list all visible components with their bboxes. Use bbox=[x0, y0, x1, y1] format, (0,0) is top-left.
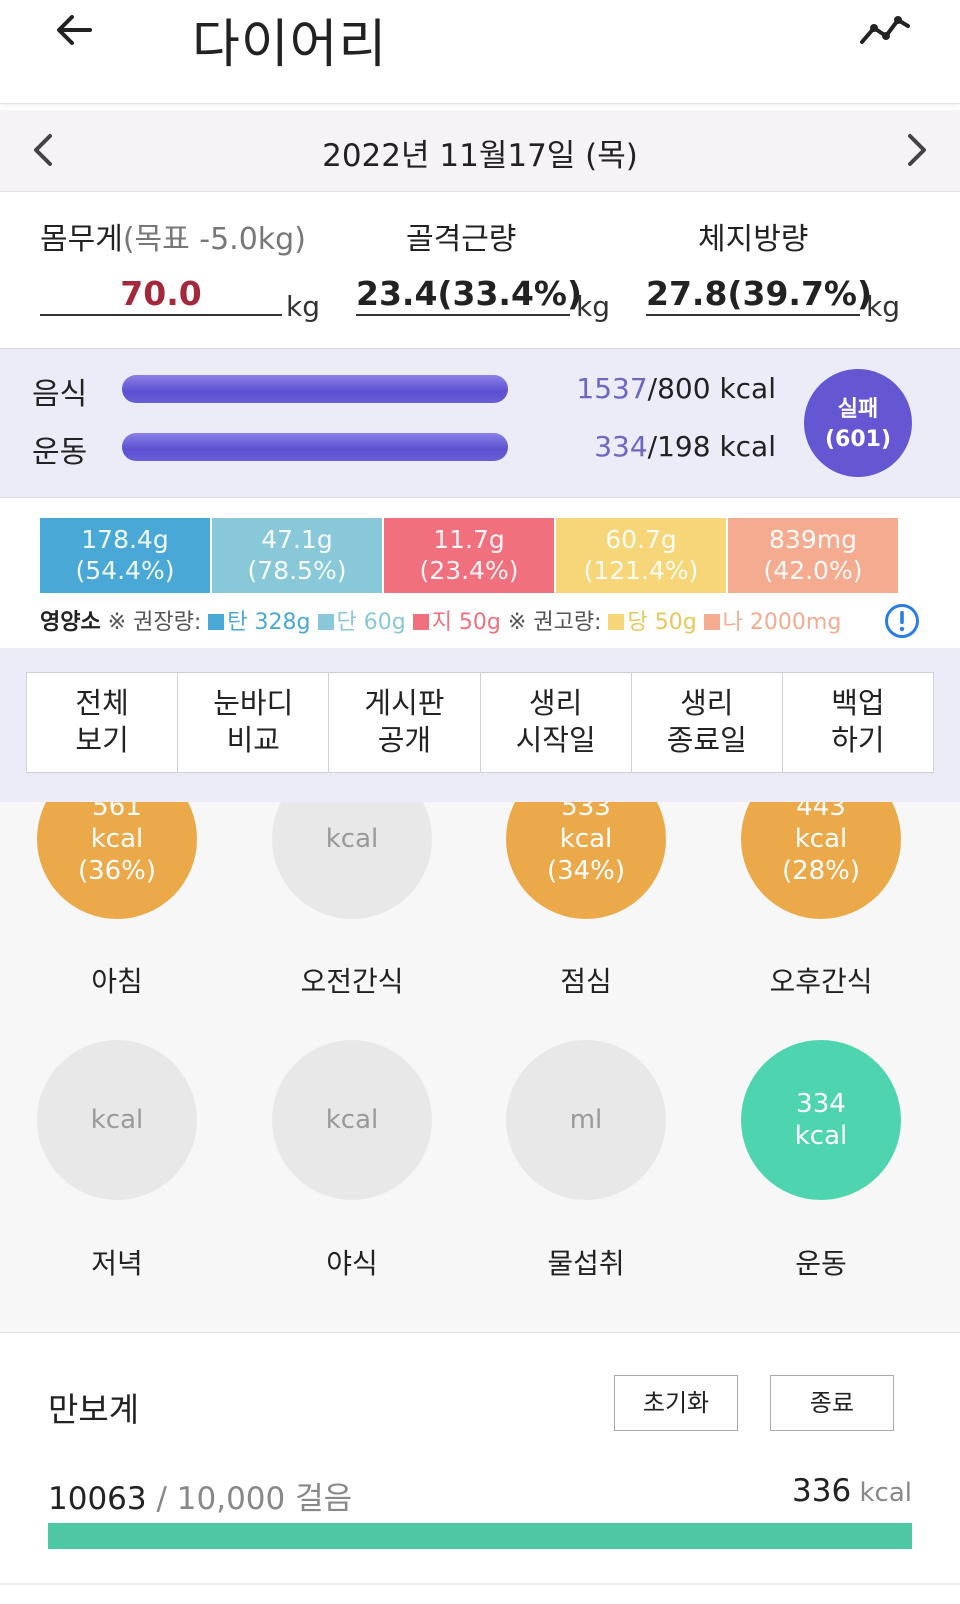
meal-circle[interactable]: 533 kcal (34%) bbox=[506, 802, 666, 919]
nutrient-segment: 839mg (42.0%) bbox=[728, 518, 898, 593]
exercise-progress-bar bbox=[122, 433, 508, 461]
info-icon[interactable] bbox=[884, 603, 920, 639]
step-progress-fill bbox=[48, 1523, 912, 1549]
weight-input[interactable]: 70.0 bbox=[40, 274, 282, 316]
food-kcal: 1537/800 kcal bbox=[576, 372, 776, 405]
meal-label: 야식 bbox=[326, 1247, 378, 1280]
muscle-input[interactable]: 23.4(33.4%) bbox=[356, 274, 582, 316]
next-day-icon[interactable] bbox=[896, 128, 936, 172]
fat-label: 체지방량 bbox=[698, 222, 809, 257]
meal-circle[interactable]: ml bbox=[506, 1040, 666, 1200]
action-button[interactable]: 전체 보기 bbox=[27, 673, 179, 772]
action-button[interactable]: 백업 하기 bbox=[831, 686, 885, 757]
meal-circle[interactable]: kcal bbox=[272, 802, 432, 919]
previous-day-icon[interactable] bbox=[24, 128, 64, 172]
action-button[interactable]: 생리 종료일 bbox=[632, 673, 783, 772]
fat-unit: kg bbox=[866, 290, 900, 323]
weight-label: 몸무게(목표 -5.0kg) bbox=[40, 222, 306, 257]
meal-circle[interactable]: kcal bbox=[272, 1040, 432, 1200]
muscle-unit: kg bbox=[576, 290, 610, 323]
step-progress-bar bbox=[48, 1523, 912, 1549]
step-count: 10063 / 10,000 걸음 bbox=[48, 1481, 353, 1517]
meal-label: 오후간식 bbox=[769, 965, 873, 998]
divider bbox=[0, 1583, 960, 1585]
body-measurements: 몸무게(목표 -5.0kg) 골격근량 체지방량 70.0 kg 23.4(33… bbox=[0, 192, 960, 348]
food-label: 음식 bbox=[32, 377, 88, 412]
meal-circle[interactable]: kcal bbox=[37, 1040, 197, 1200]
action-toolbar: 전체 보기 눈바디 비교 게시판 공개 생리 시작일 생리 종료일 백업 하기 bbox=[0, 648, 960, 802]
back-arrow-icon[interactable] bbox=[50, 8, 100, 52]
food-progress-bar bbox=[122, 375, 508, 403]
nutrient-panel: 178.4g (54.4%) 47.1g (78.5%) 11.7g (23.4%) 60.… bbox=[0, 498, 960, 648]
pedometer-kcal: 336 kcal bbox=[792, 1473, 912, 1509]
nutrient-legend: 영양소 ※ 권장량: 탄 328g 단 60g 지 50g ※ 권고량: 당 5… bbox=[40, 610, 842, 635]
pedometer-title: 만보계 bbox=[48, 1390, 140, 1429]
reset-button[interactable]: 초기화 bbox=[614, 1375, 738, 1431]
action-button[interactable]: 생리 시작일 bbox=[481, 673, 632, 772]
pedometer-section: 만보계 초기화 종료 10063 / 10,000 걸음 336 kcal bbox=[0, 1332, 960, 1604]
weight-unit: kg bbox=[286, 290, 320, 323]
meal-label: 점심 bbox=[560, 965, 612, 998]
nutrient-segment: 178.4g (54.4%) bbox=[40, 518, 210, 593]
exercise-kcal: 334/198 kcal bbox=[594, 430, 776, 463]
meal-grid: 561 kcal (36%) 아침 kcal 오전간식 533 kcal (34%) 점심 443 k… bbox=[0, 802, 960, 1332]
current-date[interactable]: 2022년 11월17일 (목) bbox=[322, 138, 638, 174]
meal-label: 운동 bbox=[795, 1247, 847, 1280]
muscle-label: 골격근량 bbox=[406, 222, 517, 257]
nutrient-segment: 60.7g (121.4%) bbox=[556, 518, 726, 593]
meal-label: 저녁 bbox=[91, 1247, 143, 1280]
meal-label: 물섭취 bbox=[547, 1247, 625, 1280]
action-button[interactable]: 눈바디 비교 bbox=[178, 673, 330, 772]
nutrient-segment: 11.7g (23.4%) bbox=[384, 518, 554, 593]
stop-button[interactable]: 종료 bbox=[770, 1375, 894, 1431]
meal-label: 아침 bbox=[91, 965, 143, 998]
weight-goal: (목표 -5.0kg) bbox=[122, 222, 306, 257]
result-badge[interactable]: 실패 (601) bbox=[804, 369, 912, 477]
meal-circle[interactable]: 561 kcal (36%) bbox=[37, 802, 197, 919]
exercise-label: 운동 bbox=[32, 435, 88, 470]
nutrient-segment: 47.1g (78.5%) bbox=[212, 518, 382, 593]
date-navigator: 2022년 11월17일 (목) bbox=[0, 110, 960, 192]
app-header: 다이어리 bbox=[0, 0, 960, 104]
meal-circle[interactable]: 334 kcal bbox=[741, 1040, 901, 1200]
page-title: 다이어리 bbox=[192, 15, 388, 75]
action-button[interactable]: 게시판 공개 bbox=[329, 673, 481, 772]
trend-chart-icon[interactable] bbox=[858, 10, 912, 50]
meal-label: 오전간식 bbox=[300, 965, 404, 998]
meal-circle[interactable]: 443 kcal (28%) bbox=[741, 802, 901, 919]
calorie-summary: 음식 1537/800 kcal 운동 334/198 kcal 실패 (601… bbox=[0, 348, 960, 498]
fat-input[interactable]: 27.8(39.7%) bbox=[646, 274, 872, 316]
